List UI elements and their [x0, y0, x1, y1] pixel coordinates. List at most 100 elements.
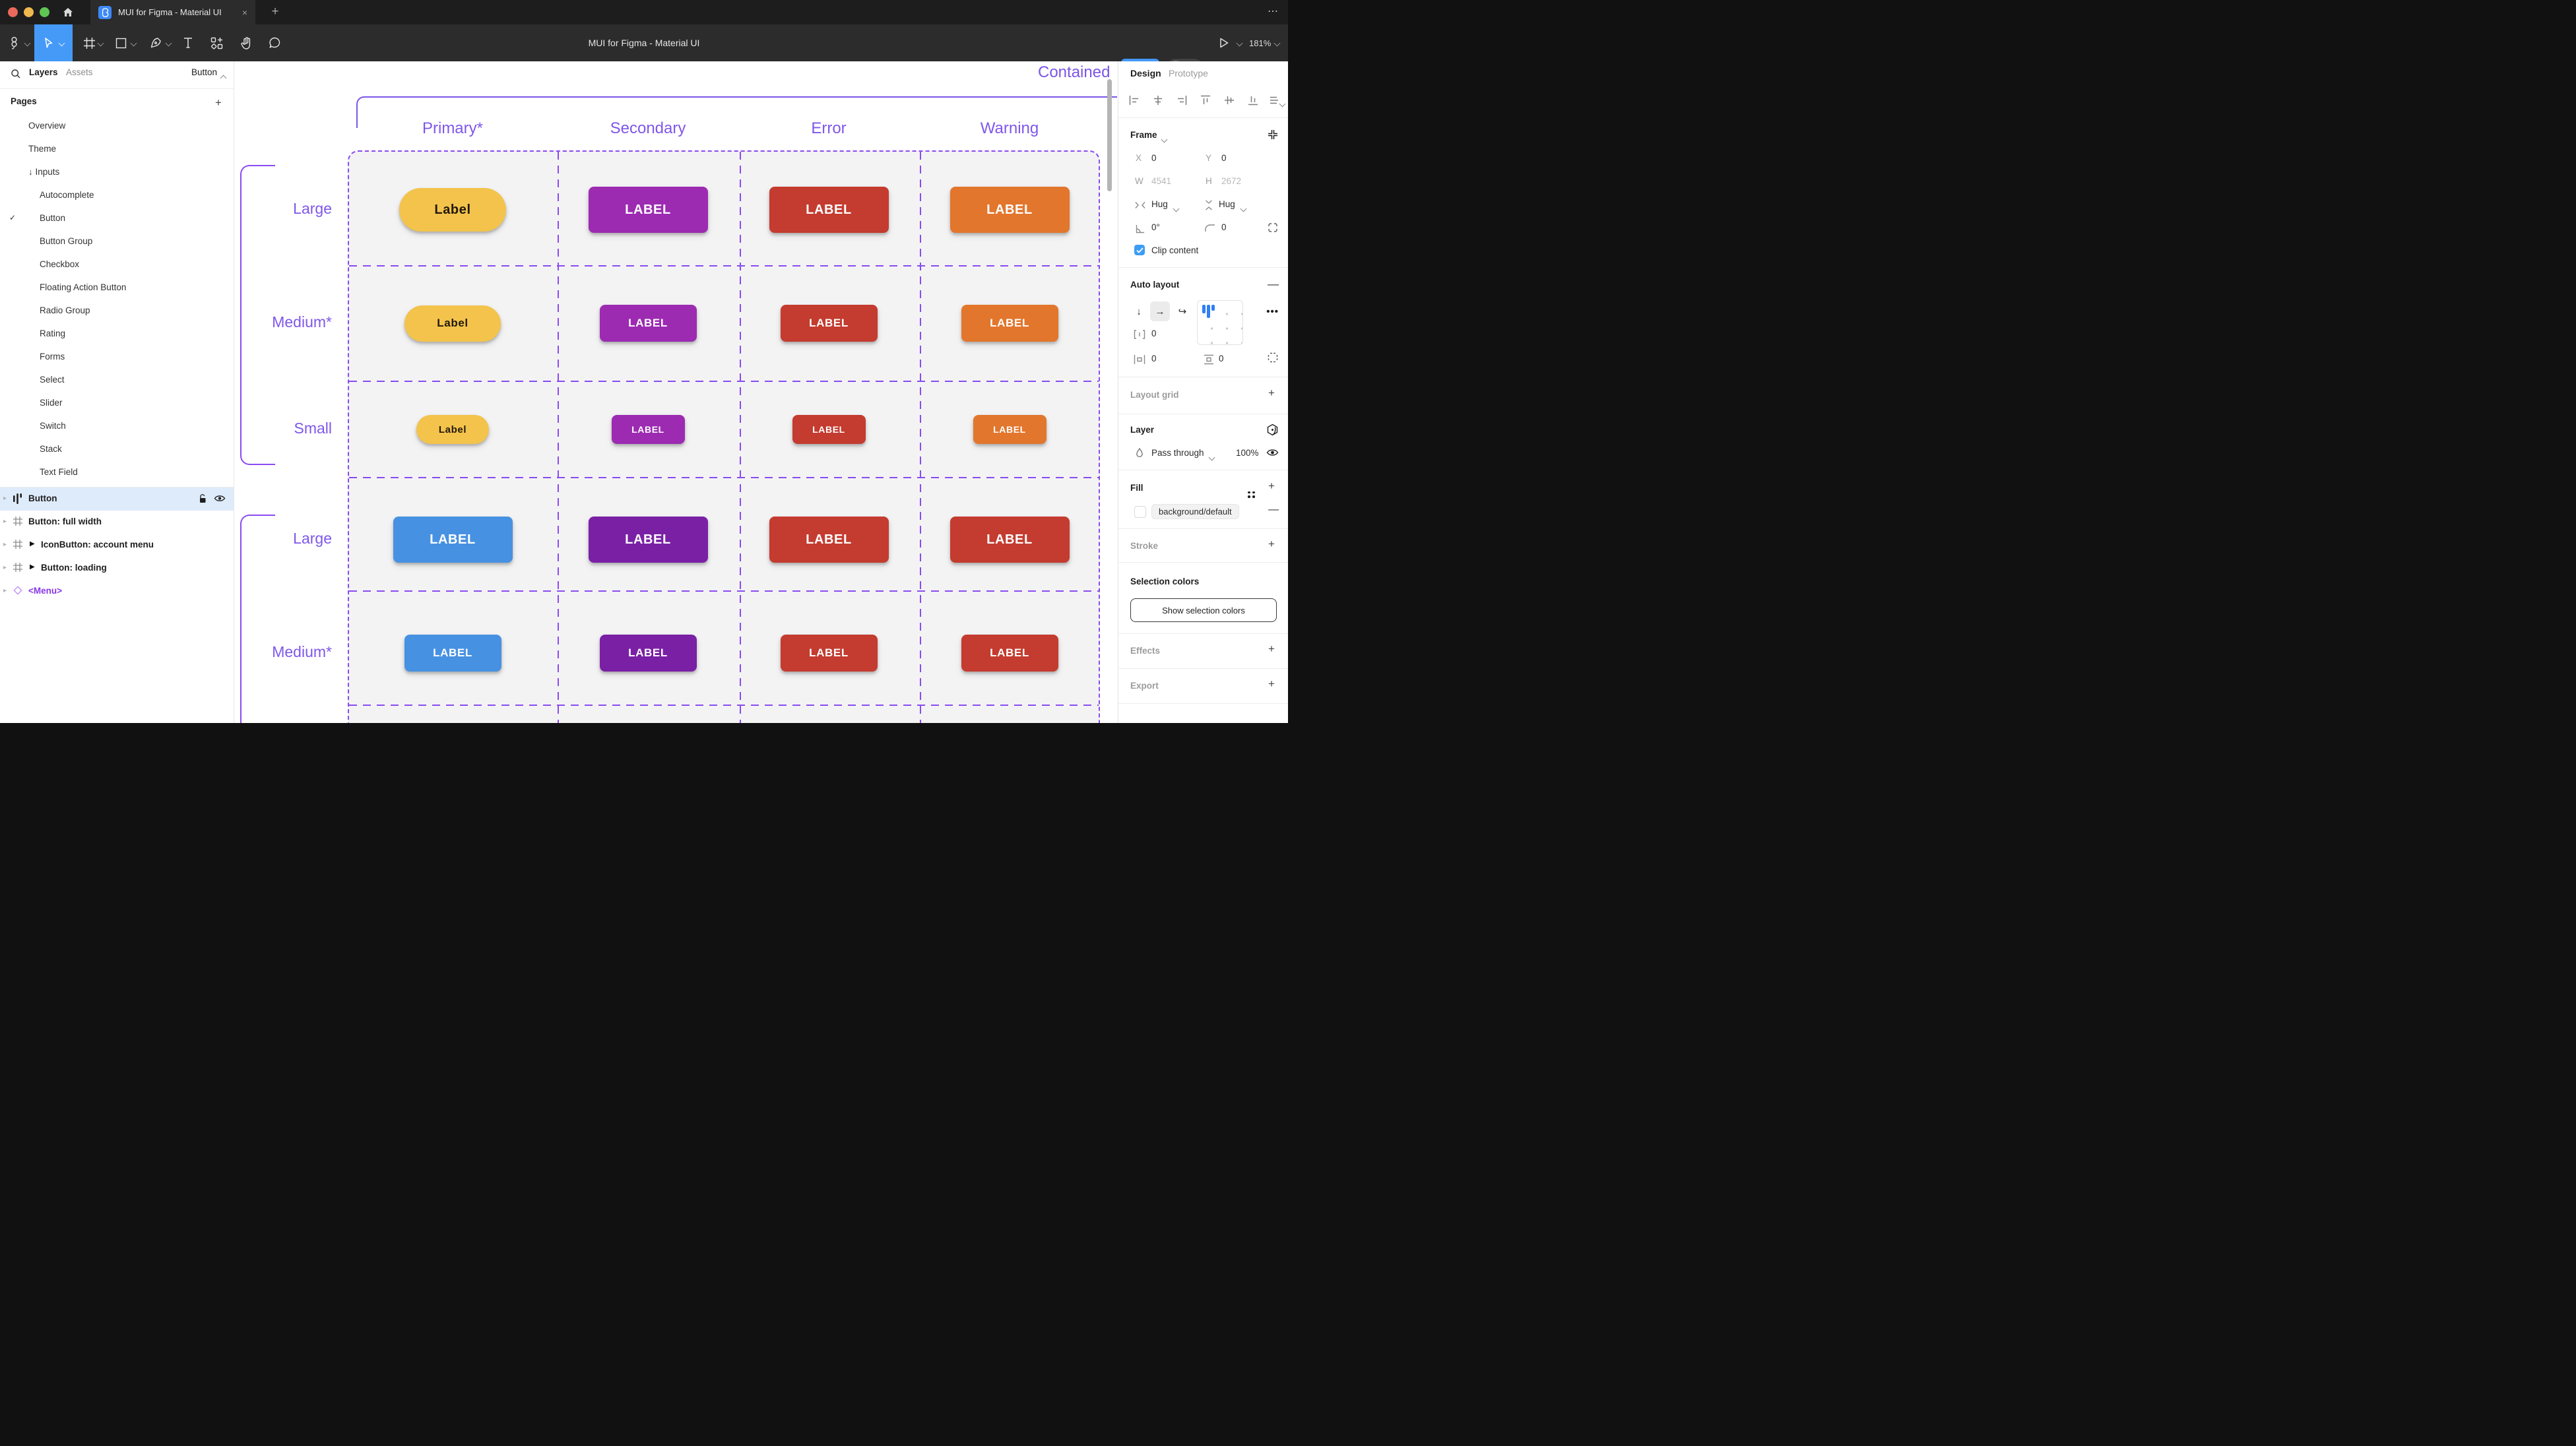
add-fill-button[interactable]: +	[1268, 480, 1275, 492]
horizontal-padding-value[interactable]: 0	[1151, 354, 1157, 363]
button-component-small-0[interactable]: Label	[416, 415, 489, 444]
tab-design[interactable]: Design	[1130, 68, 1161, 79]
layer-item-button-full-width[interactable]: ▸ Button: full width	[0, 511, 234, 534]
traffic-zoom-button[interactable]	[40, 7, 49, 17]
show-selection-colors-button[interactable]: Show selection colors	[1130, 598, 1277, 622]
y-value[interactable]: 0	[1221, 153, 1227, 163]
page-selector-chevron-up-icon[interactable]	[220, 72, 227, 84]
layer-item-button-loading[interactable]: ▸ ▶ Button: loading	[0, 557, 234, 580]
collapse-panel-icon[interactable]	[1267, 129, 1279, 141]
align-right-icon[interactable]	[1175, 94, 1188, 107]
add-layout-grid-button[interactable]: +	[1268, 387, 1275, 399]
page-item-switch[interactable]: Switch	[0, 415, 234, 438]
layer-item-button[interactable]: ▸ Button	[0, 487, 234, 511]
canvas-scrollbar[interactable]	[1107, 79, 1112, 191]
layer-expand-caret-icon[interactable]: ▸	[3, 564, 7, 571]
resources-tool-button[interactable]	[209, 24, 224, 61]
page-item-select[interactable]: Select	[0, 369, 234, 392]
button-component-small-1[interactable]: LABEL	[611, 415, 685, 444]
add-effect-button[interactable]: +	[1268, 643, 1275, 655]
button-component-large-0[interactable]: Label	[399, 188, 506, 232]
button-component-small-3[interactable]: LABEL	[973, 415, 1046, 444]
layer-item-iconbutton-account-menu[interactable]: ▸ ▶ IconButton: account menu	[0, 534, 234, 557]
page-item-stack[interactable]: Stack	[0, 438, 234, 461]
new-tab-button[interactable]: +	[271, 5, 279, 18]
text-tool-button[interactable]	[181, 24, 195, 61]
page-item-text-field[interactable]: Text Field	[0, 461, 234, 484]
button-component-large-1[interactable]: LABEL	[588, 187, 708, 233]
button-component-large-2[interactable]: LABEL	[769, 517, 889, 563]
layer-item-menu[interactable]: ▸ <Menu>	[0, 580, 234, 603]
blend-mode-value[interactable]: Pass through	[1151, 448, 1204, 458]
x-value[interactable]: 0	[1151, 153, 1157, 163]
instance-marker-icon[interactable]: ▶	[30, 540, 35, 548]
layer-visibility-eye-icon[interactable]	[1266, 447, 1279, 458]
layer-expand-caret-icon[interactable]: ▸	[3, 541, 7, 548]
align-left-icon[interactable]	[1128, 94, 1141, 107]
present-play-icon[interactable]	[1217, 24, 1231, 61]
shape-tool-button[interactable]	[113, 24, 128, 61]
align-bottom-icon[interactable]	[1246, 94, 1260, 107]
button-component-medium-1[interactable]: LABEL	[599, 635, 697, 672]
window-overflow-menu[interactable]: ⋯	[1268, 6, 1279, 17]
layer-opacity-value[interactable]: 100%	[1236, 448, 1259, 458]
align-horizontal-center-icon[interactable]	[1151, 94, 1165, 107]
vertical-resizing-value[interactable]: Hug	[1219, 199, 1235, 209]
auto-layout-direction-vertical-icon[interactable]: ↓	[1136, 305, 1142, 317]
height-value[interactable]: 2672	[1221, 176, 1242, 186]
lock-open-icon[interactable]	[198, 493, 207, 504]
shape-tool-chevron-icon[interactable]	[129, 24, 137, 61]
button-component-large-3[interactable]: LABEL	[950, 517, 1070, 563]
button-component-medium-2[interactable]: LABEL	[780, 305, 878, 342]
canvas-viewport[interactable]: Contained Primary* Secondary Error Warning …	[234, 61, 1117, 723]
page-item-floating-action-button[interactable]: Floating Action Button	[0, 276, 234, 299]
corner-radius-value[interactable]: 0	[1221, 222, 1227, 232]
frame-section-header[interactable]: Frame	[1130, 130, 1157, 140]
main-menu-figma-logo-icon[interactable]	[5, 24, 22, 61]
zoom-level-control[interactable]: 181%	[1249, 24, 1281, 61]
page-item-autocomplete[interactable]: Autocomplete	[0, 184, 234, 207]
add-stroke-button[interactable]: +	[1268, 538, 1275, 550]
horizontal-resizing-chevron-icon[interactable]	[1173, 203, 1180, 213]
layer-expand-caret-icon[interactable]: ▸	[3, 518, 7, 525]
align-top-icon[interactable]	[1199, 94, 1212, 107]
horizontal-resizing-value[interactable]: Hug	[1151, 199, 1168, 209]
add-page-button[interactable]: +	[215, 96, 222, 109]
file-tab[interactable]: MUI for Figma - Material UI ×	[90, 0, 255, 24]
page-item-theme[interactable]: Theme	[0, 138, 234, 161]
rotation-value[interactable]: 0°	[1151, 222, 1160, 232]
vertical-resizing-chevron-icon[interactable]	[1240, 203, 1247, 213]
traffic-close-button[interactable]	[8, 7, 18, 17]
fill-styles-icon[interactable]	[1248, 486, 1255, 498]
button-component-medium-3[interactable]: LABEL	[961, 635, 1058, 672]
clip-content-checkbox[interactable]	[1134, 245, 1145, 255]
vertical-padding-value[interactable]: 0	[1219, 354, 1224, 363]
present-chevron-icon[interactable]	[1235, 24, 1243, 61]
fill-token-chip[interactable]: background/default	[1151, 504, 1239, 519]
page-item-inputs[interactable]: ↓ Inputs	[0, 161, 234, 184]
pen-tool-button[interactable]	[148, 24, 164, 61]
main-menu-chevron-icon[interactable]	[23, 24, 31, 61]
page-item-forms[interactable]: Forms	[0, 346, 234, 369]
tab-close-icon[interactable]: ×	[242, 7, 247, 18]
layer-expand-caret-icon[interactable]: ▸	[3, 587, 7, 594]
remove-auto-layout-icon[interactable]: —	[1268, 278, 1279, 290]
button-component-large-1[interactable]: LABEL	[588, 517, 708, 563]
distribute-chevron-icon[interactable]	[1279, 98, 1286, 108]
pen-tool-chevron-icon[interactable]	[164, 24, 172, 61]
add-export-button[interactable]: +	[1268, 677, 1275, 690]
independent-padding-icon[interactable]	[1267, 352, 1279, 363]
tab-layers[interactable]: Layers	[29, 67, 58, 77]
distribute-menu-icon[interactable]	[1268, 94, 1281, 107]
auto-layout-alignment-pad[interactable]	[1197, 300, 1243, 345]
button-component-medium-3[interactable]: LABEL	[961, 305, 1058, 342]
hand-tool-button[interactable]	[238, 24, 254, 61]
frame-name-label[interactable]: Contained	[1038, 63, 1111, 81]
home-icon[interactable]	[61, 6, 75, 19]
button-component-medium-1[interactable]: LABEL	[599, 305, 697, 342]
instance-marker-icon[interactable]: ▶	[30, 563, 35, 571]
comment-tool-button[interactable]	[267, 24, 282, 61]
button-component-large-2[interactable]: LABEL	[769, 187, 889, 233]
page-item-slider[interactable]: Slider	[0, 392, 234, 415]
tab-prototype[interactable]: Prototype	[1169, 68, 1208, 79]
